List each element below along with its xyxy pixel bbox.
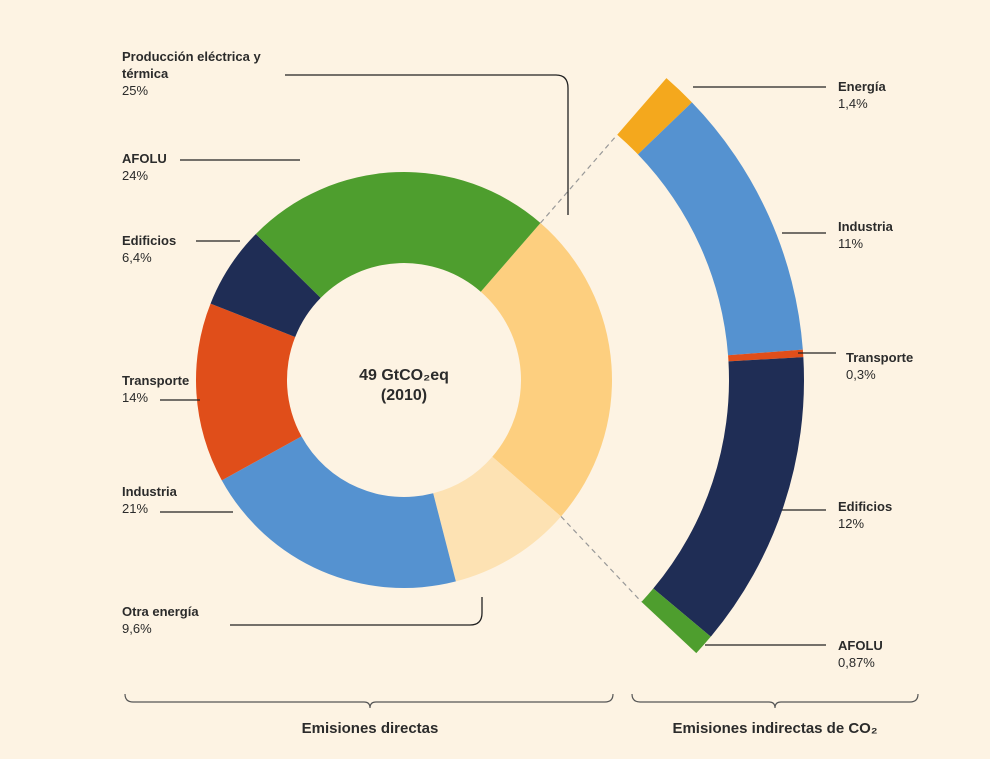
slice bbox=[210, 233, 321, 338]
category-label: AFOLU bbox=[838, 638, 883, 653]
slice-label: Transporte 14% bbox=[122, 372, 272, 406]
slice bbox=[480, 223, 613, 517]
slice bbox=[728, 349, 804, 362]
category-label: AFOLU bbox=[122, 151, 167, 166]
slice bbox=[641, 588, 711, 654]
slice bbox=[637, 102, 803, 356]
leader-line bbox=[285, 74, 569, 215]
group-label: Emisiones directas bbox=[301, 720, 439, 737]
category-label: Otra energía bbox=[122, 604, 199, 619]
value-label: 9,6% bbox=[122, 621, 152, 636]
value-label: 0,87% bbox=[838, 655, 875, 670]
leader-line bbox=[230, 597, 483, 626]
slice-label: Edificios 12% bbox=[838, 498, 958, 532]
connector bbox=[540, 134, 618, 224]
slice-label: AFOLU 0,87% bbox=[838, 637, 958, 671]
value-label: 11% bbox=[838, 236, 864, 251]
value-label: 12% bbox=[838, 516, 865, 531]
value-label: 1,4% bbox=[838, 96, 868, 111]
category-label: Edificios bbox=[122, 233, 177, 248]
value-label: 25% bbox=[122, 83, 149, 98]
brace bbox=[124, 693, 614, 709]
value-label: 0,3% bbox=[846, 367, 876, 382]
brace bbox=[631, 693, 919, 709]
slice bbox=[433, 456, 561, 582]
connector bbox=[560, 516, 642, 603]
center-label: 49 GtCO₂eq (2010) bbox=[304, 366, 504, 406]
center-subtitle: (2010) bbox=[380, 387, 428, 404]
category-label: Producción eléctrica y térmica bbox=[122, 49, 261, 81]
slice bbox=[653, 357, 804, 637]
slice bbox=[255, 172, 541, 298]
slice bbox=[196, 303, 302, 481]
slice-label: Edificios 6,4% bbox=[122, 232, 272, 266]
slice-label: Industria 11% bbox=[838, 218, 958, 252]
value-label: 14% bbox=[122, 390, 149, 405]
slice-label: Otra energía 9,6% bbox=[122, 603, 272, 637]
slice-label: Industria 21% bbox=[122, 483, 272, 517]
slice bbox=[617, 78, 692, 155]
category-label: Energía bbox=[838, 79, 886, 94]
category-label: Transporte bbox=[846, 350, 914, 365]
slice-label: AFOLU 24% bbox=[122, 150, 272, 184]
category-label: Edificios bbox=[838, 499, 893, 514]
value-label: 21% bbox=[122, 501, 149, 516]
slice bbox=[221, 436, 456, 588]
slice-label: Producción eléctrica y térmica 25% bbox=[122, 48, 272, 99]
category-label: Transporte bbox=[122, 373, 190, 388]
category-label: Industria bbox=[838, 219, 893, 234]
value-label: 6,4% bbox=[122, 250, 152, 265]
value-label: 24% bbox=[122, 168, 149, 183]
slice-label: Energía 1,4% bbox=[838, 78, 958, 112]
group-label: Emisiones indirectas de CO₂ bbox=[672, 720, 878, 737]
center-title: 49 GtCO₂eq bbox=[359, 367, 449, 384]
slice-label: Transporte 0,3% bbox=[846, 349, 966, 383]
category-label: Industria bbox=[122, 484, 177, 499]
